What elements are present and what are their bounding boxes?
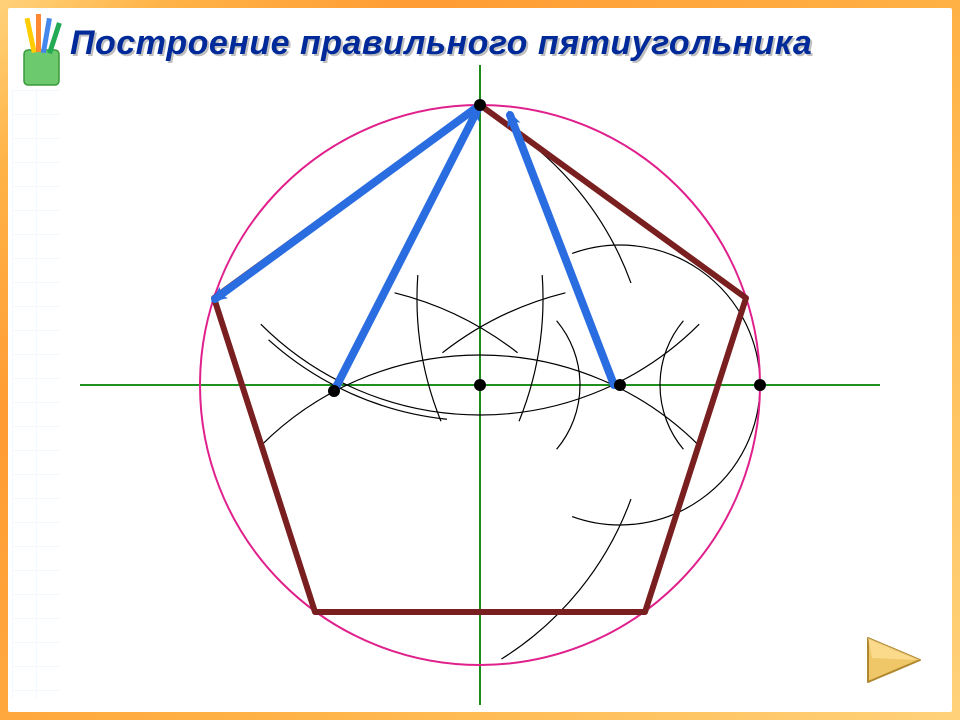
- slide: Построение правильного пятиугольника Пос…: [0, 0, 960, 720]
- next-button[interactable]: [860, 630, 930, 690]
- grid-decoration: [12, 90, 60, 700]
- next-arrow-icon: [860, 630, 930, 690]
- construction-diagram: [80, 65, 880, 705]
- pencil-cup-icon: [14, 10, 69, 90]
- page-title: Построение правильного пятиугольника: [70, 24, 812, 63]
